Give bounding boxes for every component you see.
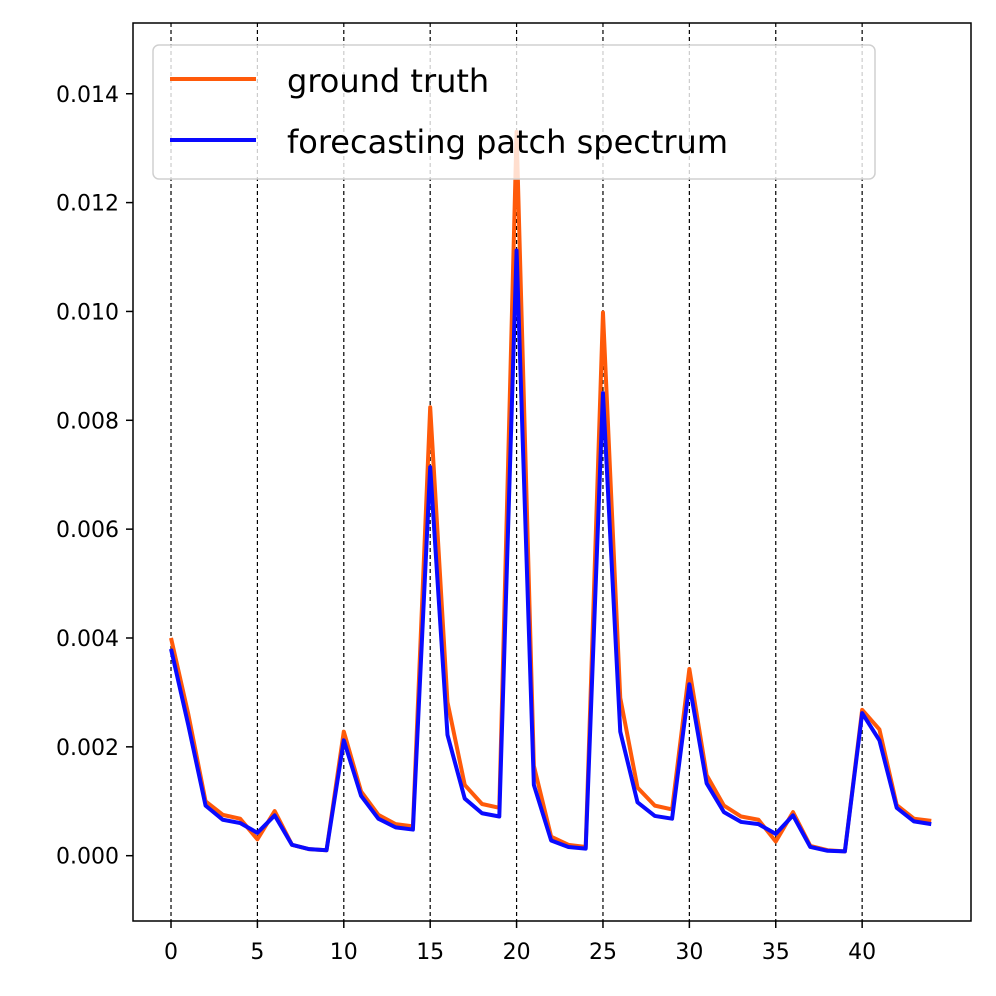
y-tick-label: 0.012: [56, 192, 119, 217]
legend: ground truth forecasting patch spectrum: [152, 44, 876, 180]
y-tick-label: 0.004: [56, 627, 119, 652]
plot-frame: [132, 22, 972, 922]
x-tick-label: 20: [503, 940, 531, 965]
x-tick-label: 40: [848, 940, 876, 965]
x-tick-label: 0: [164, 940, 178, 965]
legend-label-ground-truth: ground truth: [287, 62, 489, 100]
y-tick-label: 0.014: [56, 83, 119, 108]
x-tick-label: 5: [250, 940, 264, 965]
x-tick-label: 25: [589, 940, 617, 965]
legend-box: [152, 44, 876, 180]
y-axis: 0.000 0.002 0.004 0.006 0.008 0.010 0.012 0.014: [56, 83, 133, 870]
y-tick-label: 0.008: [56, 409, 119, 434]
y-tick-label: 0.002: [56, 736, 119, 761]
x-tick-label: 30: [675, 940, 703, 965]
y-tick-label: 0.006: [56, 518, 119, 543]
series-lines: [169, 129, 932, 854]
y-tick-label: 0.000: [56, 845, 119, 870]
series-line-forecasting-patch-spectrum: [169, 248, 932, 854]
x-tick-label: 35: [762, 940, 790, 965]
x-tick-label: 15: [416, 940, 444, 965]
y-tick-label: 0.010: [56, 300, 119, 325]
x-axis: 0 5 10 15 20 25 30 35 40: [164, 921, 876, 965]
x-tick-label: 10: [330, 940, 358, 965]
legend-label-forecasting: forecasting patch spectrum: [287, 123, 728, 161]
series-line-ground-truth: [169, 129, 932, 854]
